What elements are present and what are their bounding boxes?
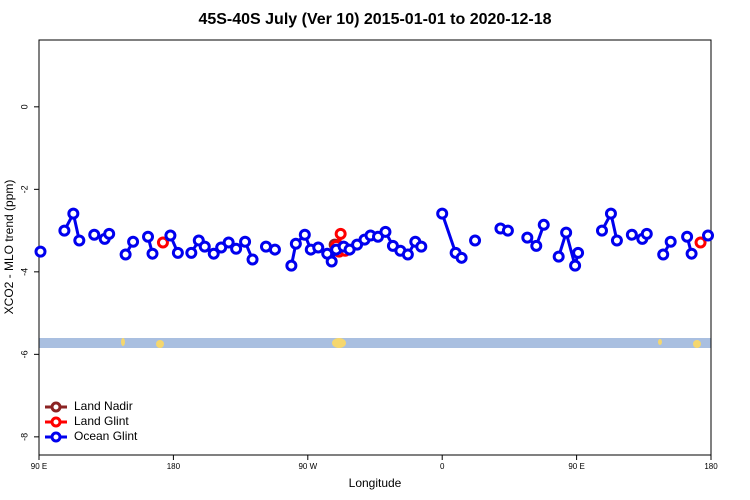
data-point xyxy=(640,227,653,240)
data-point xyxy=(681,230,694,243)
x-tick-label: 90 E xyxy=(31,462,47,471)
data-point xyxy=(164,229,177,242)
land-patch xyxy=(121,338,125,346)
data-point xyxy=(537,218,550,231)
data-point xyxy=(185,246,198,259)
y-tick-label: 0 xyxy=(19,104,29,109)
data-point xyxy=(415,240,428,253)
data-point xyxy=(285,259,298,272)
data-point xyxy=(58,224,71,237)
land-patch xyxy=(658,339,662,345)
map-strip xyxy=(39,338,711,348)
chart-title: 45S-40S July (Ver 10) 2015-01-01 to 2020… xyxy=(198,11,551,28)
legend-marker xyxy=(50,416,62,428)
data-point xyxy=(521,231,534,244)
data-point xyxy=(702,229,715,242)
legend-label: Land Nadir xyxy=(74,399,133,413)
data-point xyxy=(610,234,623,247)
data-point xyxy=(530,239,543,252)
data-point xyxy=(207,247,220,260)
plot-frame xyxy=(38,39,712,456)
y-tick-label: -8 xyxy=(19,433,29,441)
data-point xyxy=(239,235,252,248)
data-point xyxy=(171,246,184,259)
y-axis-label: XCO2 - MLO trend (ppm) xyxy=(2,180,16,315)
data-point xyxy=(625,228,638,241)
data-point xyxy=(198,240,211,253)
data-point xyxy=(552,250,565,263)
data-point xyxy=(268,243,281,256)
series-line xyxy=(557,227,580,267)
legend-label: Ocean Glint xyxy=(74,429,138,443)
x-tick-label: 180 xyxy=(704,462,718,471)
data-point xyxy=(595,224,608,237)
x-tick-label: 90 W xyxy=(298,462,317,471)
land-patch xyxy=(156,340,164,348)
data-point xyxy=(222,236,235,249)
data-point xyxy=(142,230,155,243)
x-tick-label: 0 xyxy=(440,462,445,471)
land-patch xyxy=(332,338,346,348)
y-tick-label: -2 xyxy=(19,185,29,193)
data-point xyxy=(379,225,392,238)
data-point xyxy=(156,236,169,249)
data-point xyxy=(401,248,414,261)
data-point xyxy=(604,207,617,220)
x-tick-label: 90 E xyxy=(568,462,584,471)
data-point xyxy=(88,228,101,241)
data-point xyxy=(325,255,338,268)
data-point xyxy=(560,226,573,239)
data-point xyxy=(146,247,159,260)
data-point xyxy=(657,248,670,261)
data-point xyxy=(436,207,449,220)
data-point xyxy=(103,227,116,240)
legend-marker xyxy=(50,431,62,443)
ocean-band xyxy=(39,338,711,348)
data-point xyxy=(67,207,80,220)
data-point xyxy=(312,241,325,254)
legend-marker xyxy=(50,401,62,413)
data-point xyxy=(501,224,514,237)
data-point xyxy=(685,247,698,260)
data-point xyxy=(230,242,243,255)
data-point xyxy=(694,236,707,249)
data-point xyxy=(119,248,132,261)
data-point xyxy=(469,234,482,247)
data-point xyxy=(664,235,677,248)
data-point xyxy=(73,234,86,247)
data-point xyxy=(569,259,582,272)
legend-label: Land Glint xyxy=(74,414,129,428)
data-point xyxy=(246,253,259,266)
y-tick-label: -4 xyxy=(19,268,29,276)
data-point xyxy=(298,228,311,241)
x-axis-label: Longitude xyxy=(349,476,402,490)
x-tick-label: 180 xyxy=(167,462,181,471)
data-point xyxy=(289,237,302,250)
data-point xyxy=(334,227,347,240)
data-point xyxy=(572,246,585,259)
data-point xyxy=(34,245,47,258)
land-patch xyxy=(693,340,701,348)
data-point xyxy=(455,251,468,264)
data-point xyxy=(127,235,140,248)
y-tick-label: -6 xyxy=(19,350,29,358)
